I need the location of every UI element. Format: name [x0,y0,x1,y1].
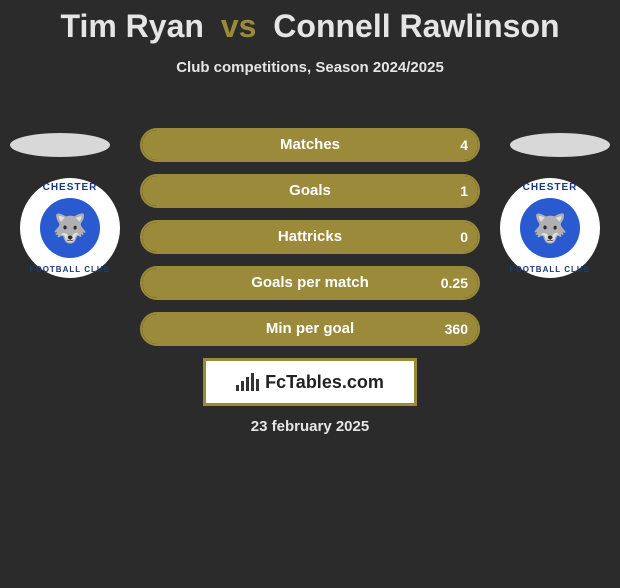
stat-row: Goals1 [140,174,480,208]
club-name-bottom: FOOTBALL CLUB [510,265,591,274]
stat-label: Matches [142,130,478,160]
stat-label: Min per goal [142,314,478,344]
stat-label: Goals [142,176,478,206]
watermark-text: FcTables.com [265,372,384,393]
player2-club-logo: CHESTER 🐺 FOOTBALL CLUB [500,178,600,278]
club-logo-inner: 🐺 [520,198,580,258]
player1-oval [10,133,110,157]
player2-oval [510,133,610,157]
club-logo-inner: 🐺 [40,198,100,258]
club-name-bottom: FOOTBALL CLUB [30,265,111,274]
player1-club-logo: CHESTER 🐺 FOOTBALL CLUB [20,178,120,278]
stat-right-value: 0 [460,222,468,252]
subtitle: Club competitions, Season 2024/2025 [0,59,620,76]
stats-table: Matches4Goals1Hattricks0Goals per match0… [140,128,480,358]
stat-label: Hattricks [142,222,478,252]
page-title: Tim Ryan vs Connell Rawlinson [0,8,620,45]
stat-row: Hattricks0 [140,220,480,254]
player2-name: Connell Rawlinson [273,8,559,44]
stat-right-value: 4 [460,130,468,160]
stat-right-value: 1 [460,176,468,206]
vs-label: vs [221,8,257,44]
stat-row: Min per goal360 [140,312,480,346]
watermark: FcTables.com [203,358,417,406]
stat-right-value: 0.25 [441,268,468,298]
stat-row: Goals per match0.25 [140,266,480,300]
player1-name: Tim Ryan [60,8,203,44]
stat-label: Goals per match [142,268,478,298]
date-label: 23 february 2025 [0,418,620,435]
club-name-top: CHESTER [43,182,98,193]
stat-right-value: 360 [445,314,468,344]
chart-icon [236,373,259,391]
stat-row: Matches4 [140,128,480,162]
wolf-icon: 🐺 [53,212,88,245]
club-name-top: CHESTER [523,182,578,193]
wolf-icon: 🐺 [533,212,568,245]
